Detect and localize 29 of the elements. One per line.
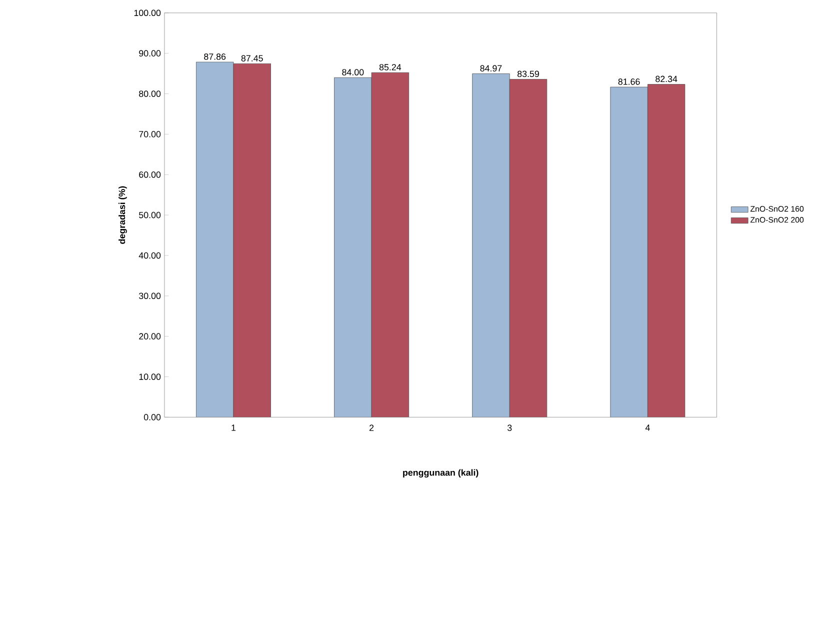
y-tick-label: 40.00 [138, 252, 161, 259]
y-tick-label: 60.00 [139, 172, 161, 178]
x-tick-label: 3 [507, 424, 512, 432]
y-tick-label: 90.00 [139, 50, 161, 57]
y-tick-label: 10.00 [139, 374, 161, 380]
data-label: 84.97 [480, 65, 502, 72]
data-label: 84.00 [342, 69, 364, 76]
y-axis-title: degradasi (%) [118, 186, 127, 244]
bar [371, 72, 410, 418]
y-tick-label: 20.00 [139, 333, 161, 340]
data-label: 81.66 [618, 78, 640, 85]
x-tick-label: 2 [370, 424, 374, 431]
data-label: 87.86 [204, 54, 226, 60]
y-tick-label: 50.00 [139, 212, 161, 218]
bar [509, 79, 548, 418]
data-label: 85.24 [379, 64, 402, 70]
x-axis-title: penggunaan (kali) [403, 469, 478, 478]
y-tick-label: 0.00 [144, 414, 161, 420]
bar [233, 64, 271, 418]
x-tick-label: 4 [645, 424, 650, 431]
y-tick-label: 70.00 [139, 131, 161, 138]
x-tick-label: 1 [232, 424, 236, 431]
bar [648, 84, 686, 418]
data-label: 83.59 [518, 70, 539, 78]
data-label: 82.34 [656, 76, 678, 82]
data-label: 87.45 [241, 55, 263, 62]
y-tick-label: 80.00 [139, 90, 161, 97]
y-tick-label: 100.00 [134, 10, 161, 16]
y-tick-label: 30.00 [139, 292, 161, 300]
